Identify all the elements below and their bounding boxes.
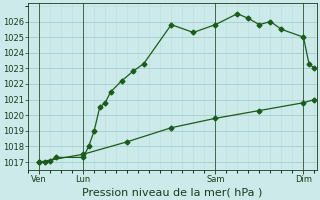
X-axis label: Pression niveau de la mer( hPa ): Pression niveau de la mer( hPa ) (83, 187, 263, 197)
